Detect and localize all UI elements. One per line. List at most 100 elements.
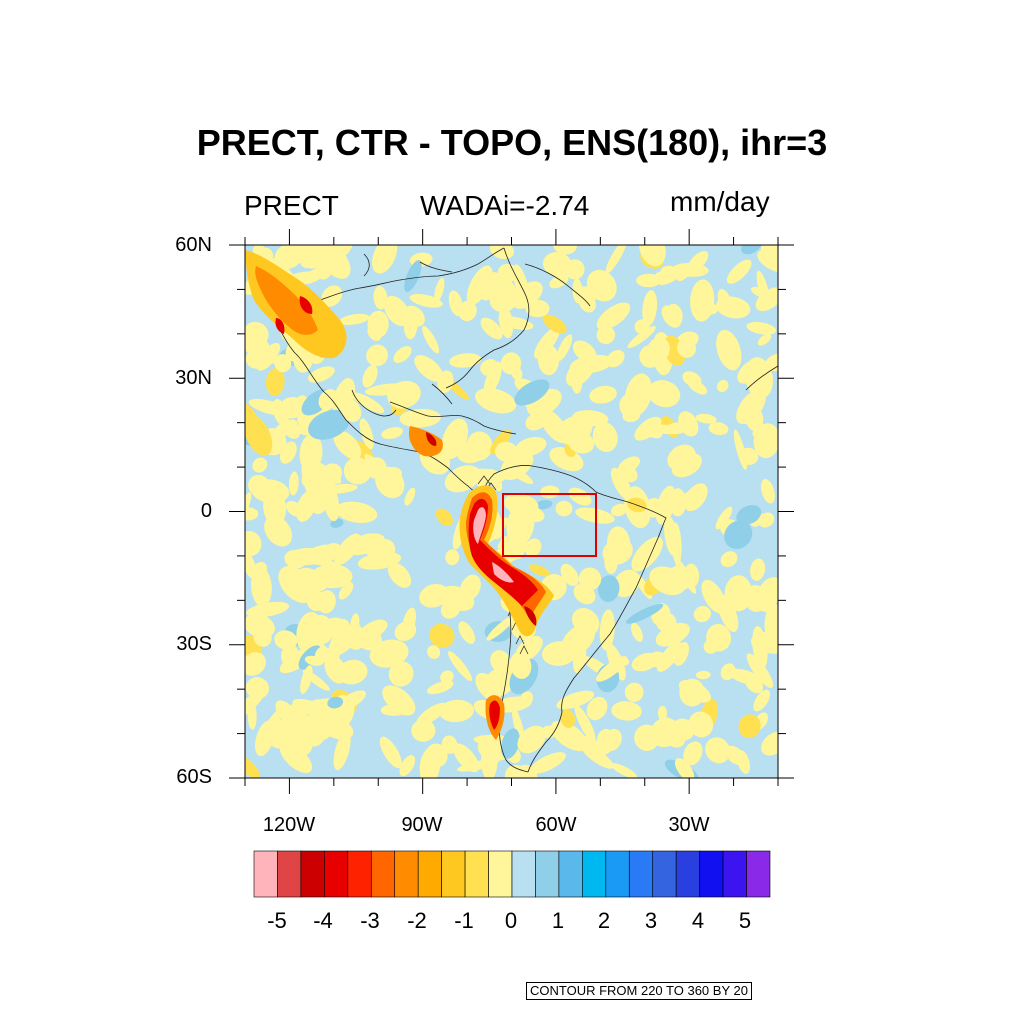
colorbar-label: 2 [597, 908, 611, 933]
field-patch [318, 716, 354, 740]
field-patch [337, 659, 368, 685]
field-patch [425, 743, 448, 768]
field-patch [437, 370, 454, 394]
field-patch [248, 398, 291, 416]
colorbar-box [300, 850, 325, 898]
field-patch [634, 416, 662, 441]
field-patch [274, 354, 292, 373]
field-patch [625, 603, 664, 624]
field-patch [427, 645, 441, 659]
field-patch [646, 337, 670, 364]
field-patch [639, 245, 666, 267]
field-patch [708, 422, 729, 436]
field-patch [327, 696, 344, 709]
field-patch [373, 286, 388, 310]
field-patch [362, 364, 378, 388]
colorbar-box [628, 850, 654, 898]
field-patch [693, 605, 712, 623]
field-patch [736, 505, 762, 525]
lat-label-30s: 30S [176, 633, 212, 655]
field-patch [542, 252, 572, 277]
field-patch [245, 530, 262, 557]
field-patch [560, 563, 579, 587]
field-patch [402, 607, 417, 637]
field-patch [265, 368, 285, 396]
wada-region-box [502, 493, 597, 557]
field-patch [720, 551, 738, 568]
colorbar-box [699, 850, 724, 898]
field-patch [602, 538, 633, 565]
field-patch [695, 670, 711, 680]
field-patch [321, 480, 340, 522]
field-patch [726, 259, 752, 284]
field-patch [473, 734, 507, 745]
field-patch [555, 500, 573, 517]
field-patch [292, 698, 330, 718]
field-patch [366, 344, 389, 367]
field-patch [755, 287, 778, 312]
field-patch [655, 622, 690, 647]
field-patch [647, 380, 681, 408]
field-patch [556, 690, 595, 710]
center-string: WADAi=-2.74 [420, 190, 590, 221]
field-patch [434, 277, 445, 303]
field-patch [422, 325, 440, 354]
colorbar-box [722, 850, 747, 898]
field-patch [458, 300, 477, 322]
field-patch [364, 453, 387, 478]
field-patch [292, 726, 316, 752]
field-patch [426, 680, 454, 695]
colorbar-label: 5 [738, 908, 752, 933]
field-patch [568, 487, 592, 506]
field-patch [716, 379, 729, 393]
field-patch [404, 260, 422, 292]
field-patch [630, 622, 643, 642]
field-patch [380, 245, 397, 253]
field-patch [429, 623, 455, 648]
colorbar-box [324, 850, 349, 898]
field-patch [671, 718, 695, 741]
field-patch [660, 265, 677, 279]
field-patch [657, 705, 668, 721]
field-patch [677, 338, 696, 358]
field-patch [480, 359, 500, 377]
field-patch [335, 690, 366, 712]
field-patch [480, 317, 503, 340]
field-patch [574, 705, 596, 743]
field-patch [334, 533, 361, 566]
field-patch [393, 346, 412, 363]
plot-title: PRECT, CTR - TOPO, ENS(180), ihr=3 [196, 122, 828, 163]
field-patch [304, 655, 324, 666]
field-patch [701, 579, 726, 614]
field-patch [572, 410, 609, 427]
field-patch [682, 371, 702, 387]
field-patch [279, 742, 313, 774]
field-patch [318, 389, 339, 411]
colorbar-label: 3 [644, 908, 658, 933]
field-patch [383, 295, 410, 327]
axis-ticks [229, 229, 794, 794]
field-patch [656, 641, 682, 672]
field-patch [524, 538, 542, 557]
field-patch [760, 245, 778, 261]
field-patch [610, 763, 638, 778]
colorbar-label: -2 [407, 908, 427, 933]
field-patch [367, 310, 389, 338]
field-patch [252, 457, 268, 473]
field-patch [744, 674, 763, 694]
field-patch [575, 507, 615, 524]
colorbar-box [558, 850, 583, 898]
field-patch [599, 609, 615, 651]
field-patch [403, 305, 425, 327]
field-patch [565, 259, 585, 280]
field-patch [359, 418, 374, 450]
field-patch [291, 554, 302, 569]
colorbar-box [370, 850, 396, 898]
field-patch [314, 245, 336, 261]
field-patch [510, 651, 532, 679]
field-patch [351, 392, 385, 414]
field-patch [549, 274, 569, 289]
colorbar-box [675, 850, 700, 898]
field-patch [746, 596, 778, 614]
